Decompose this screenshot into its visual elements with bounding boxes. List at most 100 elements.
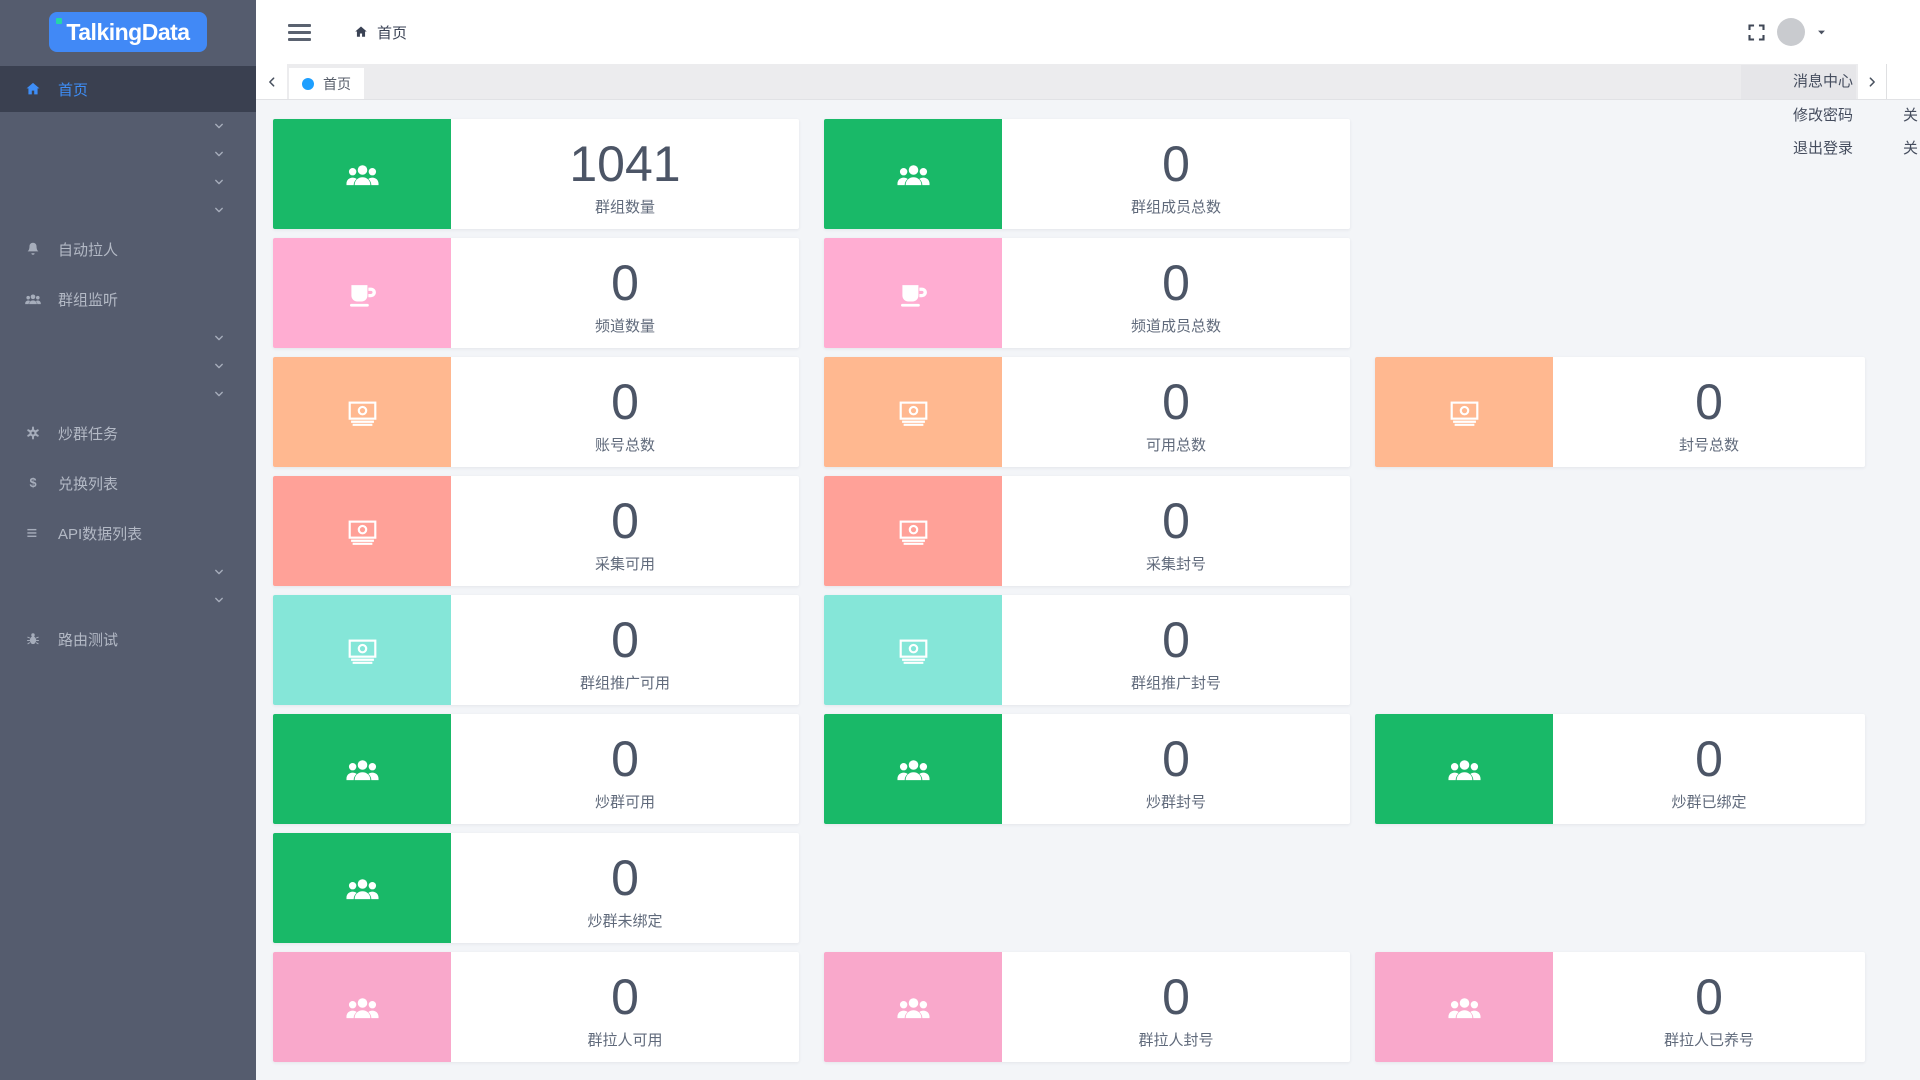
money-icon bbox=[895, 513, 932, 550]
stat-card-icon-box bbox=[1375, 952, 1553, 1062]
chevron-down-icon bbox=[212, 593, 226, 607]
chevron-left-icon bbox=[265, 75, 279, 89]
sidebar-collapsed-item[interactable] bbox=[0, 196, 256, 224]
stat-card-value: 0 bbox=[1162, 136, 1190, 192]
stat-card-icon-box bbox=[824, 119, 1002, 229]
stat-card: 0 炒群可用 bbox=[273, 714, 799, 824]
users-icon bbox=[895, 156, 932, 193]
stat-card-label: 群拉人可用 bbox=[587, 1032, 663, 1049]
stat-card-value: 0 bbox=[1162, 255, 1190, 311]
users-icon bbox=[24, 290, 42, 308]
stat-card-value: 0 bbox=[1162, 612, 1190, 668]
sidebar-item[interactable]: API数据列表 bbox=[0, 508, 256, 558]
sidebar-item-label: 首页 bbox=[58, 81, 89, 99]
stat-card: 0 账号总数 bbox=[273, 357, 799, 467]
stat-card-icon-box bbox=[1375, 714, 1553, 824]
edge-menu-item[interactable]: 关 bbox=[1903, 107, 1919, 124]
stat-card-value: 0 bbox=[1695, 374, 1723, 430]
sidebar-item[interactable]: 路由测试 bbox=[0, 614, 256, 664]
sidebar-item[interactable]: 自动拉人 bbox=[0, 224, 256, 274]
users-icon bbox=[344, 870, 381, 907]
chevron-down-icon bbox=[212, 147, 226, 161]
stat-card-body: 0 封号总数 bbox=[1553, 357, 1865, 467]
stat-card-value: 0 bbox=[611, 493, 639, 549]
stat-card-label: 采集封号 bbox=[1145, 556, 1206, 573]
stat-card-body: 0 群拉人封号 bbox=[1002, 952, 1350, 1062]
sidebar-collapsed-item[interactable] bbox=[0, 168, 256, 196]
stat-card: 0 群拉人可用 bbox=[273, 952, 799, 1062]
breadcrumb[interactable]: 首页 bbox=[353, 22, 407, 43]
sidebar-collapsed-item[interactable] bbox=[0, 140, 256, 168]
caret-down-icon[interactable] bbox=[1816, 27, 1827, 38]
sidebar-item-label: 群组监听 bbox=[58, 291, 119, 309]
sidebar-item[interactable]: 炒群任务 bbox=[0, 408, 256, 458]
coffee-icon bbox=[895, 275, 932, 312]
top-navbar: 首页 bbox=[256, 0, 1920, 64]
stat-card-body: 0 炒群封号 bbox=[1002, 714, 1350, 824]
stat-card-label: 频道成员总数 bbox=[1130, 318, 1221, 335]
sidebar-collapsed-item[interactable] bbox=[0, 324, 256, 352]
stat-card: 0 群拉人封号 bbox=[824, 952, 1350, 1062]
tab-home[interactable]: 首页 bbox=[289, 68, 364, 99]
stat-card-body: 0 群组推广封号 bbox=[1002, 595, 1350, 705]
sidebar-item-label: 兑换列表 bbox=[58, 475, 119, 493]
money-icon bbox=[1446, 394, 1483, 431]
chevron-down-icon bbox=[212, 119, 226, 133]
user-menu-item[interactable]: 退出登录 bbox=[1792, 140, 1853, 157]
tab-scroll-left-button[interactable] bbox=[256, 64, 287, 99]
main-content: 1041 群组数量 0 群组成员总数 0 频道数量 0 频道成员总数 0 账号总数 0 可用总数 0 封号… bbox=[256, 100, 1920, 1080]
edge-menu-item[interactable]: 关 bbox=[1903, 140, 1919, 157]
menu-toggle-icon[interactable] bbox=[288, 23, 311, 41]
stat-card-label: 群组推广可用 bbox=[579, 675, 670, 692]
stat-card-label: 群拉人封号 bbox=[1138, 1032, 1214, 1049]
sidebar-item[interactable]: 群组监听 bbox=[0, 274, 256, 324]
home-icon bbox=[24, 80, 42, 98]
logo-bar: TalkingData bbox=[0, 0, 256, 64]
tab-scroll-right-button[interactable] bbox=[1858, 64, 1920, 99]
stat-card-body: 0 采集封号 bbox=[1002, 476, 1350, 586]
stat-card-body: 0 频道成员总数 bbox=[1002, 238, 1350, 348]
user-menu-item[interactable]: 消息中心 bbox=[1741, 65, 1856, 99]
fullscreen-icon[interactable] bbox=[1746, 22, 1767, 43]
sidebar-collapsed-item[interactable] bbox=[0, 112, 256, 140]
stat-card: 0 群组推广封号 bbox=[824, 595, 1350, 705]
stat-card-label: 群组数量 bbox=[594, 199, 655, 216]
users-icon bbox=[344, 751, 381, 788]
stat-card-label: 频道数量 bbox=[594, 318, 655, 335]
sidebar-item[interactable]: 首页 bbox=[0, 66, 256, 112]
tab-label: 首页 bbox=[323, 75, 351, 92]
stat-card-icon-box bbox=[273, 833, 451, 943]
stat-card-label: 群组推广封号 bbox=[1130, 675, 1221, 692]
stat-card-label: 封号总数 bbox=[1678, 437, 1739, 454]
sidebar-collapsed-item[interactable] bbox=[0, 586, 256, 614]
sidebar-collapsed-item[interactable] bbox=[0, 352, 256, 380]
avatar[interactable] bbox=[1777, 18, 1805, 46]
sidebar-collapsed-item[interactable] bbox=[0, 558, 256, 586]
money-icon bbox=[895, 632, 932, 669]
breadcrumb-label: 首页 bbox=[377, 24, 408, 42]
tab-bar: 首页 bbox=[256, 64, 1920, 100]
sidebar: TalkingData 首页自动拉人群组监听炒群任务 $ 兑换列表 API数据列表 路由… bbox=[0, 0, 256, 1080]
stat-card-body: 0 炒群可用 bbox=[451, 714, 799, 824]
stat-card-value: 0 bbox=[1162, 493, 1190, 549]
stat-card-label: 群拉人已养号 bbox=[1663, 1032, 1754, 1049]
sidebar-collapsed-item[interactable] bbox=[0, 380, 256, 408]
dollar-icon: $ bbox=[24, 474, 42, 492]
stat-card-label: 采集可用 bbox=[594, 556, 655, 573]
talkingdata-logo[interactable]: TalkingData bbox=[49, 12, 207, 52]
user-menu-item[interactable]: 修改密码 bbox=[1792, 107, 1853, 124]
stat-card-value: 0 bbox=[611, 969, 639, 1025]
stat-card: 0 封号总数 bbox=[1375, 357, 1865, 467]
sidebar-item[interactable]: $ 兑换列表 bbox=[0, 458, 256, 508]
money-icon bbox=[344, 632, 381, 669]
stat-card-icon-box bbox=[824, 476, 1002, 586]
stat-card-body: 0 频道数量 bbox=[451, 238, 799, 348]
stat-card-icon-box bbox=[824, 595, 1002, 705]
stat-card: 0 频道成员总数 bbox=[824, 238, 1350, 348]
stat-card: 0 群组成员总数 bbox=[824, 119, 1350, 229]
stat-card: 0 频道数量 bbox=[273, 238, 799, 348]
stat-card-icon-box bbox=[273, 714, 451, 824]
stat-card-icon-box bbox=[273, 952, 451, 1062]
stat-card-value: 0 bbox=[611, 255, 639, 311]
stat-card-value: 0 bbox=[611, 850, 639, 906]
